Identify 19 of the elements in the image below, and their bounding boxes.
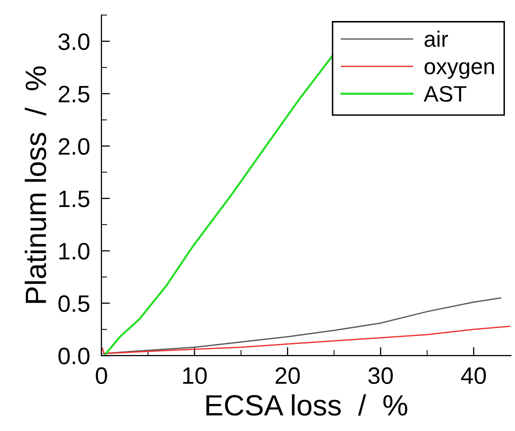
y-tick-label: 3.0 bbox=[58, 33, 90, 50]
legend-label: AST bbox=[424, 86, 466, 102]
line-series bbox=[103, 54, 334, 356]
x-tick-label: 0 bbox=[96, 367, 108, 384]
x-tick-label: 10 bbox=[183, 367, 207, 384]
x-tick-label: 30 bbox=[368, 367, 393, 384]
y-tick-label: 1.5 bbox=[59, 190, 90, 208]
y-tick-label: 1.0 bbox=[59, 242, 90, 260]
x-tick-label: 20 bbox=[276, 367, 300, 384]
y-tick-label: 0.5 bbox=[58, 295, 90, 312]
y-tick-label: 2.5 bbox=[58, 86, 90, 102]
x-axis-title: ECSA loss / % bbox=[206, 394, 408, 416]
x-tick-label: 40 bbox=[461, 367, 486, 384]
y-tick-label: 2.0 bbox=[58, 138, 90, 155]
legend-label: oxygen bbox=[424, 62, 494, 79]
legend-label: air bbox=[424, 30, 448, 47]
y-axis-title: Platinum loss / % bbox=[24, 66, 46, 303]
y-tick-label: 0.0 bbox=[58, 348, 90, 364]
line-series bbox=[102, 297, 502, 354]
